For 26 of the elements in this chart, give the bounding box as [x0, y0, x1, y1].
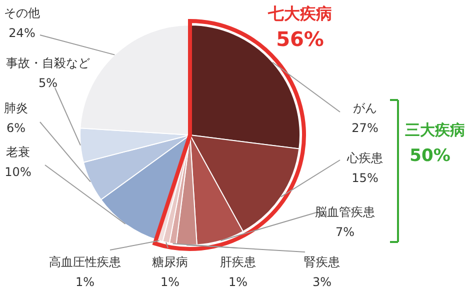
- text: 56%: [276, 27, 324, 51]
- text: 三大疾病: [405, 121, 465, 139]
- data-label: 1%: [160, 275, 180, 289]
- slice-label: 高血圧性疾患: [49, 255, 121, 269]
- data-label: 6%: [6, 121, 26, 135]
- slice-label: 糖尿病: [152, 255, 188, 269]
- data-label: 7%: [335, 225, 355, 239]
- slice-label: 老衰: [6, 145, 30, 159]
- data-label: 5%: [38, 76, 58, 90]
- slice-label: 心疾患: [346, 151, 383, 165]
- text: 50%: [410, 146, 450, 166]
- slice-label: 肺炎: [4, 101, 28, 115]
- data-label: 27%: [352, 121, 378, 135]
- slice-label: がん: [353, 101, 377, 115]
- data-label: 1%: [75, 275, 95, 289]
- slice-label: その他: [4, 6, 40, 20]
- slice-label: 腎疾患: [304, 255, 340, 269]
- data-label: 3%: [312, 275, 332, 289]
- data-label: 15%: [352, 171, 378, 185]
- slice-label: 脳血管疾患: [315, 205, 375, 219]
- slice-label: 事故・自殺など: [6, 56, 90, 70]
- slice-label: 肝疾患: [220, 255, 256, 269]
- data-label: 24%: [8, 26, 36, 40]
- text: 七大疾病: [267, 4, 332, 23]
- data-label: 1%: [228, 275, 248, 289]
- data-label: 10%: [4, 165, 32, 179]
